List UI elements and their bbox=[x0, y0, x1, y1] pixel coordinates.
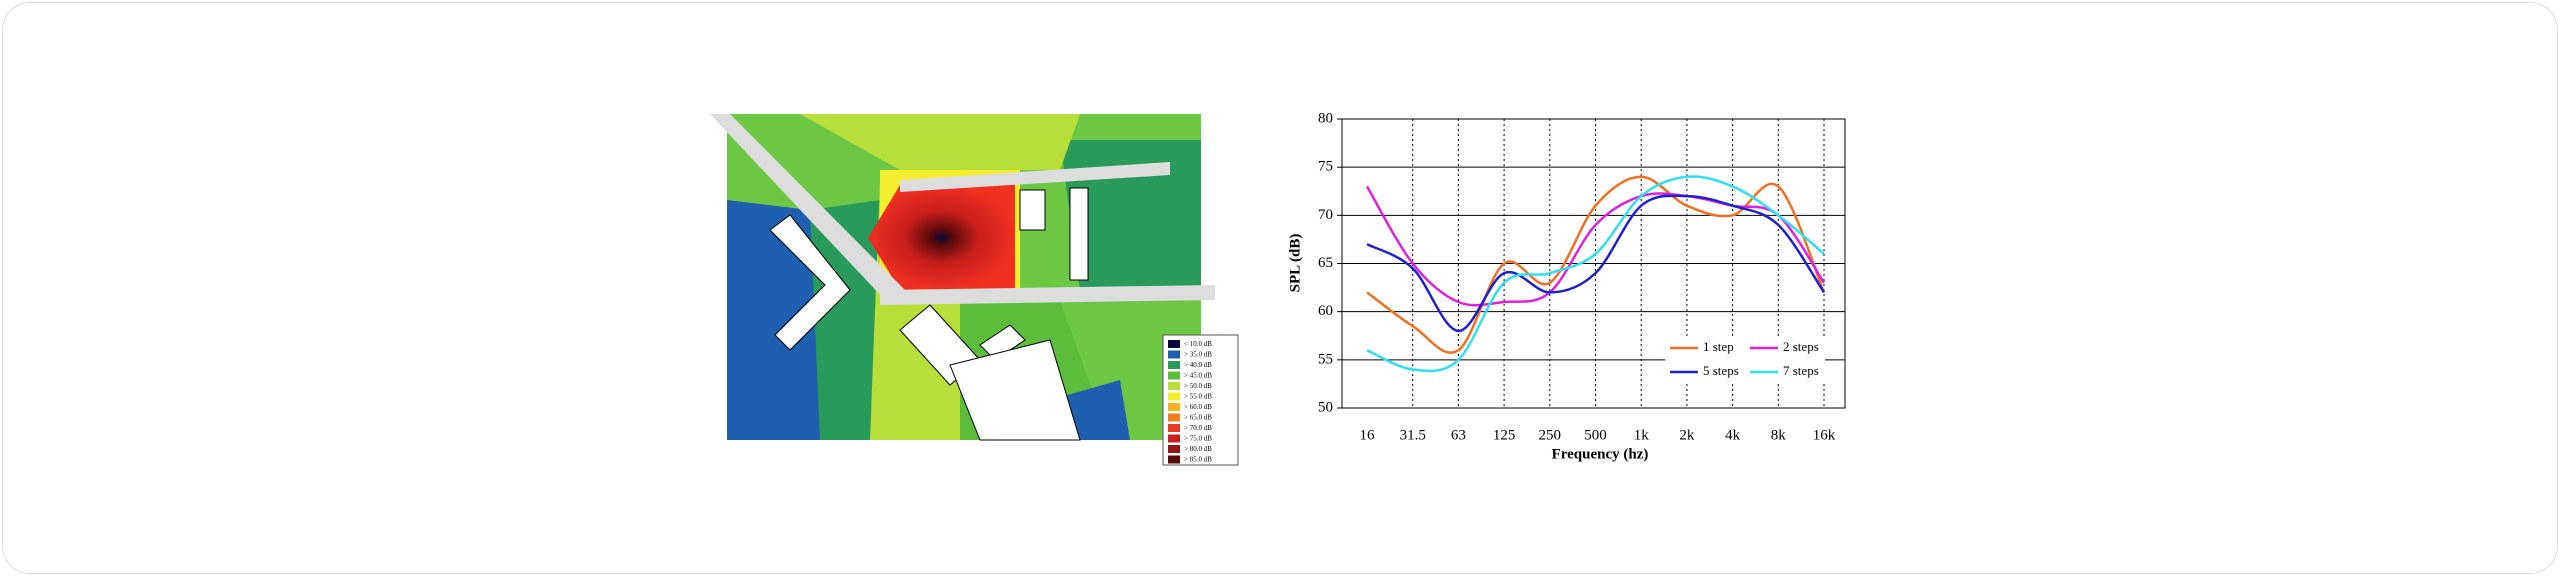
noise-map bbox=[710, 114, 1239, 466]
legend-label: > 75.0 dB bbox=[1184, 435, 1212, 443]
y-tick-label: 55 bbox=[1318, 351, 1333, 367]
x-tick-label: 2k bbox=[1679, 427, 1695, 443]
y-tick-label: 80 bbox=[1318, 110, 1333, 126]
series-line bbox=[1365, 185, 1826, 307]
legend-swatch bbox=[1168, 434, 1180, 443]
legend-swatch bbox=[1168, 424, 1180, 432]
y-axis-title: SPL (dB) bbox=[1287, 234, 1303, 293]
x-tick-label: 250 bbox=[1539, 427, 1562, 443]
x-tick-label: 63 bbox=[1451, 427, 1466, 443]
x-tick-label: 4k bbox=[1725, 427, 1741, 443]
legend-label: > 45.0 dB bbox=[1184, 372, 1212, 380]
series-line bbox=[1366, 194, 1826, 333]
y-tick-label: 50 bbox=[1318, 399, 1333, 415]
legend-label: > 85.0 dB bbox=[1184, 456, 1212, 464]
series-line bbox=[1366, 175, 1825, 373]
x-axis-title: Frequency (hz) bbox=[1552, 446, 1649, 462]
legend-swatch bbox=[1168, 392, 1180, 401]
y-tick-label: 65 bbox=[1318, 255, 1333, 271]
legend-label: 7 steps bbox=[1783, 363, 1819, 378]
series-line bbox=[1366, 175, 1826, 354]
legend-label: < 10.0 dB bbox=[1184, 340, 1212, 348]
legend-label: > 35.0 dB bbox=[1184, 351, 1212, 359]
legend-label: > 70.0 dB bbox=[1184, 424, 1212, 432]
legend-label: > 80.0 dB bbox=[1184, 445, 1212, 453]
y-tick-label: 75 bbox=[1318, 159, 1333, 175]
legend-swatch bbox=[1168, 371, 1180, 380]
y-tick-label: 60 bbox=[1318, 303, 1333, 319]
legend-label: 2 steps bbox=[1783, 339, 1819, 354]
legend-swatch bbox=[1168, 350, 1180, 359]
y-tick-label: 70 bbox=[1318, 207, 1333, 223]
legend-label: > 50.0 dB bbox=[1184, 382, 1212, 390]
x-tick-label: 500 bbox=[1584, 427, 1607, 443]
legend-label: > 55.0 dB bbox=[1184, 393, 1212, 401]
legend-swatch bbox=[1168, 403, 1180, 411]
x-tick-label: 16k bbox=[1813, 427, 1836, 443]
legend-swatch bbox=[1168, 382, 1180, 390]
legend-swatch bbox=[1168, 340, 1180, 348]
x-tick-label: 125 bbox=[1493, 427, 1516, 443]
legend-swatch bbox=[1168, 445, 1180, 453]
x-tick-label: 16 bbox=[1360, 427, 1376, 443]
legend-swatch bbox=[1168, 361, 1180, 369]
x-tick-label: 1k bbox=[1634, 427, 1650, 443]
legend-label: > 60.0 dB bbox=[1184, 403, 1212, 411]
legend-swatch bbox=[1168, 413, 1180, 422]
legend-label: 1 step bbox=[1703, 339, 1734, 354]
legend-label: 5 steps bbox=[1703, 363, 1739, 378]
x-tick-label: 8k bbox=[1771, 427, 1787, 443]
legend-label: > 65.0 dB bbox=[1184, 414, 1212, 422]
legend-label: > 40.0 dB bbox=[1184, 361, 1212, 369]
legend-swatch bbox=[1168, 455, 1180, 464]
x-tick-label: 31.5 bbox=[1400, 427, 1426, 443]
legend-box bbox=[1665, 336, 1825, 384]
